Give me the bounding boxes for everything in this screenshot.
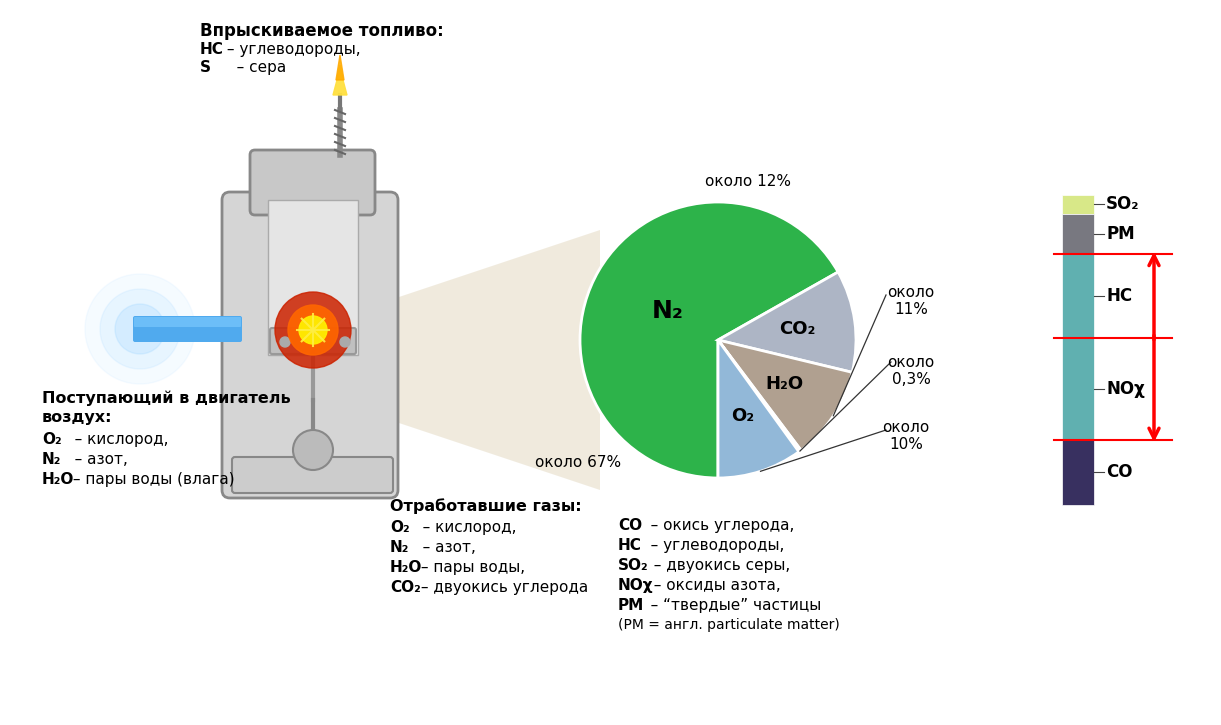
- Text: Поступающий в двигатель: Поступающий в двигатель: [42, 390, 291, 405]
- Circle shape: [85, 274, 195, 384]
- Text: H₂O: H₂O: [389, 560, 422, 575]
- Text: – углеводороды,: – углеводороды,: [222, 42, 360, 57]
- FancyBboxPatch shape: [222, 192, 398, 498]
- Bar: [1062, 338, 1094, 440]
- Text: S: S: [200, 60, 211, 75]
- Text: – кислород,: – кислород,: [408, 520, 516, 535]
- Text: – пары воды (влага): – пары воды (влага): [68, 472, 234, 487]
- Text: PM: PM: [618, 598, 645, 613]
- Text: CO: CO: [618, 518, 642, 533]
- Polygon shape: [333, 65, 347, 95]
- Bar: [1062, 254, 1094, 338]
- Bar: [1062, 440, 1094, 505]
- Polygon shape: [389, 230, 600, 490]
- Text: CO: CO: [1106, 463, 1133, 481]
- Wedge shape: [718, 340, 799, 478]
- Text: около
10%: около 10%: [883, 420, 929, 452]
- Text: – сера: – сера: [222, 60, 286, 75]
- Text: HC: HC: [618, 538, 642, 553]
- Bar: [1062, 214, 1094, 254]
- FancyBboxPatch shape: [134, 317, 241, 327]
- Bar: [1062, 195, 1094, 214]
- Wedge shape: [718, 340, 852, 450]
- Text: (PM = англ. particulate matter): (PM = англ. particulate matter): [618, 618, 840, 632]
- Text: N₂: N₂: [652, 299, 684, 323]
- Circle shape: [115, 304, 165, 354]
- Text: – окись углерода,: – окись углерода,: [636, 518, 795, 533]
- Polygon shape: [336, 55, 344, 80]
- Text: около
11%: около 11%: [888, 285, 934, 318]
- FancyBboxPatch shape: [133, 316, 242, 342]
- Text: H₂O: H₂O: [766, 375, 803, 393]
- Circle shape: [280, 337, 291, 347]
- Text: – кислород,: – кислород,: [60, 432, 168, 447]
- Text: Отработавшие газы:: Отработавшие газы:: [389, 498, 581, 514]
- Text: SO₂: SO₂: [1106, 195, 1139, 213]
- Text: – оксиды азота,: – оксиды азота,: [643, 578, 780, 593]
- Text: O₂: O₂: [42, 432, 61, 447]
- Circle shape: [275, 292, 350, 368]
- Bar: [267, 200, 358, 355]
- Text: N₂: N₂: [42, 452, 61, 467]
- Text: – углеводороды,: – углеводороды,: [636, 538, 784, 553]
- Text: около 67%: около 67%: [535, 455, 621, 470]
- FancyBboxPatch shape: [270, 328, 357, 354]
- Text: HC: HC: [1106, 287, 1132, 304]
- Circle shape: [293, 430, 333, 470]
- Text: – азот,: – азот,: [60, 452, 128, 467]
- Text: H₂O: H₂O: [42, 472, 74, 487]
- Text: – “твердые” частицы: – “твердые” частицы: [636, 598, 822, 613]
- Circle shape: [339, 337, 350, 347]
- Circle shape: [100, 289, 179, 369]
- Text: Впрыскиваемое топливо:: Впрыскиваемое топливо:: [200, 22, 443, 40]
- Text: O₂: O₂: [389, 520, 409, 535]
- Wedge shape: [718, 340, 801, 452]
- Text: – азот,: – азот,: [408, 540, 476, 555]
- FancyBboxPatch shape: [232, 457, 393, 493]
- Text: CO₂: CO₂: [779, 320, 816, 338]
- Text: N₂: N₂: [389, 540, 409, 555]
- Wedge shape: [718, 272, 856, 373]
- Circle shape: [299, 316, 327, 344]
- Text: NOχ: NOχ: [1106, 380, 1145, 398]
- Text: O₂: O₂: [731, 407, 755, 425]
- Text: около 12%: около 12%: [705, 174, 791, 189]
- Text: HC: HC: [200, 42, 223, 57]
- Text: воздух:: воздух:: [42, 410, 112, 425]
- Text: – двуокись углерода: – двуокись углерода: [416, 580, 589, 595]
- Text: – пары воды,: – пары воды,: [416, 560, 525, 575]
- Text: – двуокись серы,: – двуокись серы,: [643, 558, 790, 573]
- Text: около
0,3%: около 0,3%: [888, 355, 934, 387]
- FancyBboxPatch shape: [250, 150, 375, 215]
- Circle shape: [288, 305, 338, 355]
- Text: SO₂: SO₂: [618, 558, 648, 573]
- Text: NOχ: NOχ: [618, 578, 653, 593]
- Text: PM: PM: [1106, 225, 1134, 243]
- Text: CO₂: CO₂: [389, 580, 421, 595]
- Wedge shape: [580, 202, 838, 478]
